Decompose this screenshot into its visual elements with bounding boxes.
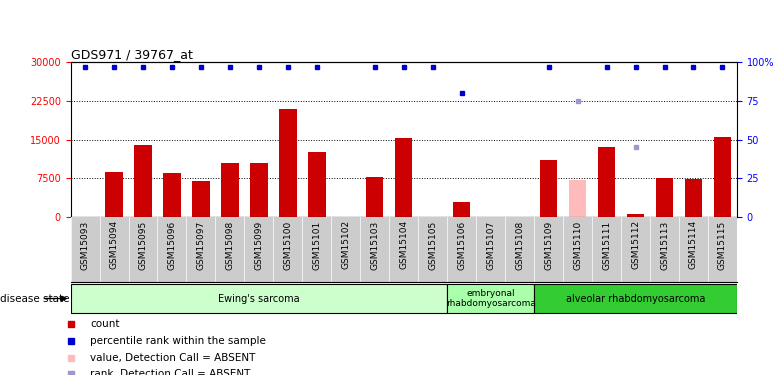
Text: count: count bbox=[90, 319, 120, 329]
Bar bbox=[395, 138, 412, 217]
Text: GDS971 / 39767_at: GDS971 / 39767_at bbox=[71, 48, 192, 61]
Text: GSM15106: GSM15106 bbox=[457, 220, 466, 270]
Text: GSM15102: GSM15102 bbox=[341, 220, 350, 269]
Bar bbox=[627, 214, 644, 217]
Text: value, Detection Call = ABSENT: value, Detection Call = ABSENT bbox=[90, 352, 256, 363]
Text: GSM15113: GSM15113 bbox=[660, 220, 669, 270]
Text: percentile rank within the sample: percentile rank within the sample bbox=[90, 336, 266, 346]
Text: GSM15094: GSM15094 bbox=[110, 220, 118, 269]
Text: GSM15110: GSM15110 bbox=[573, 220, 582, 270]
Text: GSM15095: GSM15095 bbox=[139, 220, 147, 270]
Text: GSM15100: GSM15100 bbox=[283, 220, 292, 270]
Bar bbox=[250, 163, 267, 217]
Text: GSM15114: GSM15114 bbox=[689, 220, 698, 269]
Text: GSM15104: GSM15104 bbox=[399, 220, 408, 269]
Text: disease state: disease state bbox=[0, 294, 70, 303]
Bar bbox=[713, 137, 731, 217]
Text: GSM15099: GSM15099 bbox=[254, 220, 263, 270]
Bar bbox=[366, 177, 383, 217]
Text: embryonal
rhabdomyosarcoma: embryonal rhabdomyosarcoma bbox=[446, 289, 535, 308]
Bar bbox=[105, 171, 123, 217]
Text: GSM15107: GSM15107 bbox=[486, 220, 495, 270]
Text: GSM15111: GSM15111 bbox=[602, 220, 611, 270]
Bar bbox=[308, 152, 325, 217]
Bar bbox=[134, 145, 151, 217]
Bar bbox=[569, 180, 586, 217]
Text: rank, Detection Call = ABSENT: rank, Detection Call = ABSENT bbox=[90, 369, 251, 375]
Bar bbox=[221, 163, 238, 217]
Text: GSM15097: GSM15097 bbox=[197, 220, 205, 270]
Bar bbox=[192, 181, 209, 217]
Text: GSM15093: GSM15093 bbox=[81, 220, 89, 270]
Text: GSM15096: GSM15096 bbox=[168, 220, 176, 270]
Text: GSM15112: GSM15112 bbox=[631, 220, 640, 269]
Text: GSM15098: GSM15098 bbox=[226, 220, 234, 270]
Bar bbox=[534, 284, 737, 314]
Text: Ewing's sarcoma: Ewing's sarcoma bbox=[218, 294, 299, 303]
Bar bbox=[163, 173, 180, 217]
Bar bbox=[71, 284, 447, 314]
Text: GSM15115: GSM15115 bbox=[718, 220, 727, 270]
Bar bbox=[684, 179, 702, 217]
Bar bbox=[447, 284, 534, 314]
Bar bbox=[279, 108, 296, 217]
Bar bbox=[656, 178, 673, 217]
Text: GSM15101: GSM15101 bbox=[312, 220, 321, 270]
Text: GSM15103: GSM15103 bbox=[370, 220, 379, 270]
Bar bbox=[540, 160, 557, 217]
Text: GSM15109: GSM15109 bbox=[544, 220, 554, 270]
Bar bbox=[453, 201, 470, 217]
Text: alveolar rhabdomyosarcoma: alveolar rhabdomyosarcoma bbox=[566, 294, 706, 303]
Bar bbox=[598, 147, 615, 217]
Text: GSM15108: GSM15108 bbox=[515, 220, 524, 270]
Text: GSM15105: GSM15105 bbox=[428, 220, 437, 270]
